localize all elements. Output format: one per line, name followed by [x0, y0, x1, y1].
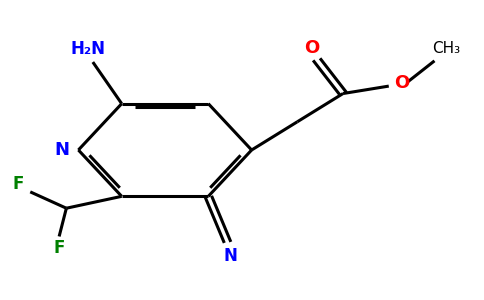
Text: N: N [223, 247, 237, 265]
Text: N: N [54, 141, 69, 159]
Text: O: O [304, 39, 319, 57]
Text: H₂N: H₂N [71, 40, 106, 58]
Text: CH₃: CH₃ [433, 41, 461, 56]
Text: O: O [394, 74, 410, 92]
Text: F: F [13, 176, 24, 194]
Text: F: F [53, 239, 65, 257]
